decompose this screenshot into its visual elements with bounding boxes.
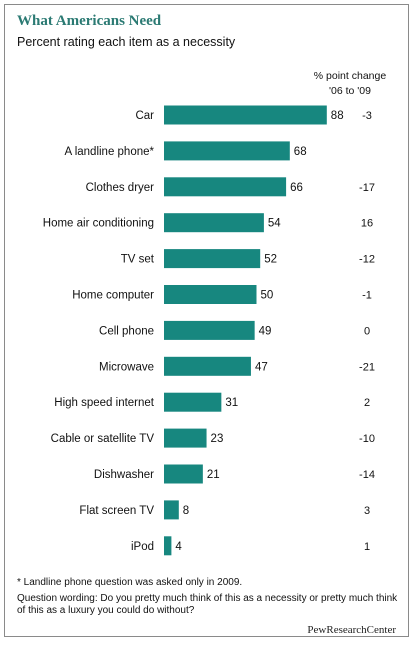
bar bbox=[164, 356, 251, 376]
category-label: TV set bbox=[121, 254, 155, 266]
category-label: Dishwasher bbox=[94, 469, 154, 481]
point-change-value: -21 bbox=[359, 361, 375, 373]
value-label: 54 bbox=[268, 218, 281, 230]
bar bbox=[164, 500, 179, 520]
point-change-header: % point change '06 to '09 bbox=[295, 69, 405, 99]
bar bbox=[164, 428, 207, 448]
point-change-header-line1: % point change bbox=[313, 70, 387, 82]
value-label: 4 bbox=[175, 541, 182, 553]
value-label: 21 bbox=[207, 469, 220, 481]
bar bbox=[164, 285, 257, 304]
bar bbox=[164, 536, 172, 556]
bar bbox=[164, 392, 222, 412]
category-label: High speed internet bbox=[54, 397, 155, 409]
point-change-value: 3 bbox=[364, 505, 370, 517]
point-change-value: 16 bbox=[361, 218, 373, 230]
category-label: Car bbox=[135, 110, 154, 122]
point-change-value: -1 bbox=[362, 290, 372, 302]
point-change-value: 1 bbox=[364, 541, 370, 553]
point-change-value: -10 bbox=[359, 433, 375, 445]
bar bbox=[164, 249, 261, 269]
category-label: Microwave bbox=[99, 361, 154, 373]
bar bbox=[164, 105, 327, 125]
category-label: Cable or satellite TV bbox=[51, 433, 155, 445]
point-change-value: 0 bbox=[364, 325, 370, 337]
question-wording: Question wording: Do you pretty much thi… bbox=[17, 593, 398, 616]
value-label: 23 bbox=[211, 433, 224, 445]
category-label: iPod bbox=[131, 541, 154, 553]
category-label: Cell phone bbox=[99, 325, 154, 337]
chart-frame: What Americans Need Percent rating each … bbox=[4, 4, 409, 637]
chart-title: What Americans Need bbox=[17, 13, 162, 29]
value-label: 31 bbox=[225, 397, 238, 409]
value-label: 88 bbox=[331, 110, 344, 122]
value-label: 50 bbox=[261, 290, 274, 302]
bar-chart: Car 88 -3 A landline phone* 68 Clothes dryer 6… bbox=[43, 105, 375, 556]
bar bbox=[164, 177, 287, 197]
point-change-value: -12 bbox=[359, 254, 375, 266]
category-label: Home air conditioning bbox=[43, 218, 154, 230]
point-change-value: -14 bbox=[359, 469, 375, 481]
point-change-value: -3 bbox=[362, 110, 372, 122]
landline-footnote: * Landline phone question was asked only… bbox=[17, 577, 243, 588]
point-change-value: -17 bbox=[359, 182, 375, 194]
point-change-header-line2: '06 to '09 bbox=[329, 85, 371, 97]
category-label: Home computer bbox=[72, 290, 154, 302]
value-label: 52 bbox=[264, 254, 277, 266]
value-label: 47 bbox=[255, 361, 268, 373]
value-label: 8 bbox=[183, 505, 189, 517]
point-change-value: 2 bbox=[364, 397, 370, 409]
value-label: 68 bbox=[294, 146, 307, 158]
category-label: A landline phone* bbox=[64, 146, 154, 158]
bar bbox=[164, 320, 255, 340]
pew-research-logo: PewResearchCenter bbox=[307, 624, 396, 636]
value-label: 66 bbox=[290, 182, 303, 194]
category-label: Clothes dryer bbox=[86, 182, 155, 194]
bar bbox=[164, 213, 264, 233]
bar bbox=[164, 464, 203, 484]
chart-subtitle: Percent rating each item as a necessity bbox=[17, 35, 236, 49]
bar bbox=[164, 141, 290, 161]
category-label: Flat screen TV bbox=[79, 505, 154, 517]
value-label: 49 bbox=[259, 325, 272, 337]
